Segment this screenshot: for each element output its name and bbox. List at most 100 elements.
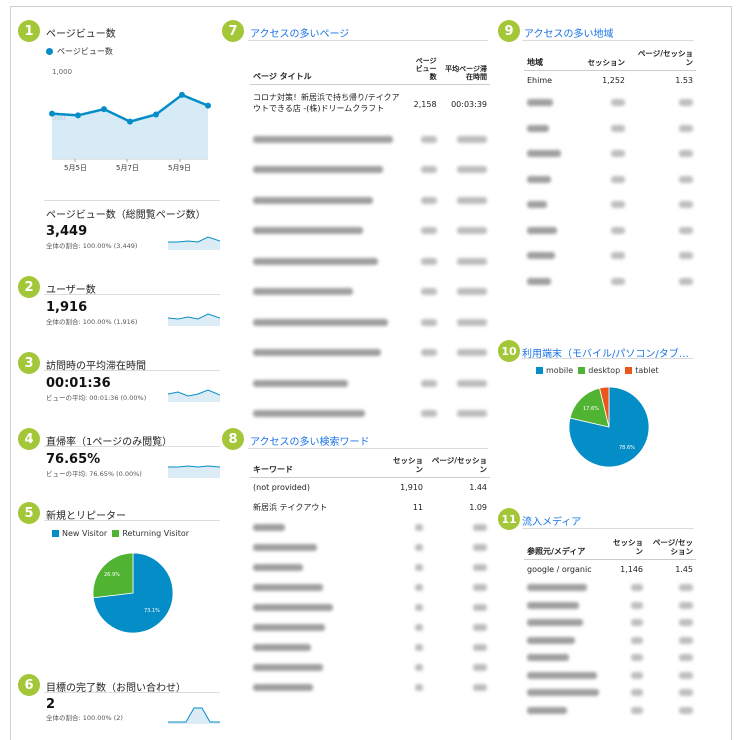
page-title-cell[interactable]: コロナ対策！新居浜で持ち帰り/テイクアウトできる店 -(株)ドリームクラフト xyxy=(253,93,400,114)
obscured-row xyxy=(250,338,490,369)
pageviews-legend: ページビュー数 xyxy=(46,46,113,57)
legend-new-label: New Visitor xyxy=(62,529,108,538)
top-pages-table: ページ タイトル ページビュー数 平均ページ滞在時間 コロナ対策！新居浜で持ち帰… xyxy=(250,48,490,429)
table-row[interactable]: コロナ対策！新居浜で持ち帰り/テイクアウトできる店 -(株)ドリームクラフト 2… xyxy=(250,84,490,124)
x-tick-1: 5月5日 xyxy=(64,164,87,172)
media-title[interactable]: 流入メディア xyxy=(522,517,582,528)
table-row[interactable]: google / organic 1,146 1.45 xyxy=(524,559,696,579)
x-tick-2: 5月7日 xyxy=(116,164,139,172)
obscured-row xyxy=(524,141,696,167)
data-point-1 xyxy=(75,112,81,119)
obscured-row xyxy=(524,649,696,667)
obscured-row xyxy=(250,155,490,186)
mobile-swatch-icon xyxy=(536,367,543,374)
pps-cell: 1.44 xyxy=(469,482,487,492)
users-value: 1,916 xyxy=(46,300,88,315)
avg-time-cell: 00:03:39 xyxy=(451,99,487,109)
search-words-table: キーワード セッション ページ/セッション (not provided) 1,9… xyxy=(250,455,490,697)
avg-time-sparkline xyxy=(168,389,220,402)
table-row[interactable]: Ehime 1,252 1.53 xyxy=(524,70,696,90)
legend-tablet-label: tablet xyxy=(635,366,659,375)
data-point-4 xyxy=(153,111,159,118)
devices-title[interactable]: 利用端末（モバイル/パソコン/タブ… xyxy=(522,349,689,360)
pageviews-line-chart: 1,000 500 5月5日 5月7日 5月9日 xyxy=(49,68,211,172)
col-pages-per-session: ページ/セッション xyxy=(628,46,696,71)
section-badge-7: 7 xyxy=(222,20,244,42)
returning-visitor-swatch-icon xyxy=(112,530,120,537)
col-pages-per-session: ページ/セッション xyxy=(426,455,490,478)
data-point-2 xyxy=(101,106,107,113)
search-words-title[interactable]: アクセスの多い検索ワード xyxy=(250,437,370,448)
col-avg-time: 平均ページ滞在時間 xyxy=(439,48,490,85)
obscured-row xyxy=(250,277,490,308)
pie-slice-1 xyxy=(92,552,134,599)
section-badge-6: 6 xyxy=(18,674,40,696)
desktop-swatch-icon xyxy=(578,367,586,374)
obscured-row xyxy=(250,399,490,430)
col-keyword: キーワード xyxy=(250,455,386,478)
section-badge-8: 8 xyxy=(222,428,244,450)
col-sessions: セッション xyxy=(386,455,426,478)
section-badge-5: 5 xyxy=(18,502,40,524)
obscured-row xyxy=(250,657,490,677)
obscured-row xyxy=(524,167,696,193)
obscured-row xyxy=(250,185,490,216)
goals-value: 2 xyxy=(46,697,56,712)
obscured-row xyxy=(524,614,696,632)
col-sessions: セッション xyxy=(608,535,646,560)
obscured-row xyxy=(250,597,490,617)
pageviews-cell: 2,158 xyxy=(413,99,437,109)
obscured-row xyxy=(250,124,490,155)
new-returning-title: 新規とリピーター xyxy=(46,511,126,522)
goals-sub: 全体の割合: 100.00% (2) xyxy=(46,714,123,722)
obscured-row xyxy=(524,684,696,702)
avg-time-value: 00:01:36 xyxy=(46,376,111,391)
pageviews-total-sub: 全体の割合: 100.00% (3,449) xyxy=(46,242,138,250)
pageviews-chart-title: ページビュー数 xyxy=(46,29,116,40)
avg-time-sub: ビューの平均: 00:01:36 (0.00%) xyxy=(46,394,147,402)
obscured-row xyxy=(524,243,696,269)
table-row[interactable]: (not provided) 1,910 1.44 xyxy=(250,477,490,497)
col-source-medium: 参照元/メディア xyxy=(524,535,608,560)
pie-slice-2 xyxy=(599,386,610,428)
obscured-row xyxy=(250,216,490,247)
pageviews-sparkline xyxy=(168,236,220,250)
section-badge-2: 2 xyxy=(18,276,40,298)
top-pages-title[interactable]: アクセスの多いページ xyxy=(250,29,350,40)
sessions-cell: 1,252 xyxy=(602,75,625,85)
section-badge-3: 3 xyxy=(18,352,40,374)
new-returning-pie: 73.1% 26.9% xyxy=(92,552,174,634)
sessions-cell: 1,146 xyxy=(620,564,643,574)
obscured-row xyxy=(250,517,490,537)
y-tick-1000: 1,000 xyxy=(52,68,72,76)
pageviews-area xyxy=(52,94,208,159)
obscured-row xyxy=(524,269,696,295)
users-sub: 全体の割合: 100.00% (1,916) xyxy=(46,318,138,326)
obscured-row xyxy=(250,537,490,557)
series-dot-icon xyxy=(46,48,53,55)
obscured-row xyxy=(524,116,696,142)
table-row[interactable]: 新居浜 テイクアウト 11 1.09 xyxy=(250,497,490,517)
users-title: ユーザー数 xyxy=(46,285,96,296)
bounce-value: 76.65% xyxy=(46,452,101,467)
new-visitor-swatch-icon xyxy=(52,530,59,537)
obscured-row xyxy=(524,632,696,650)
obscured-row xyxy=(524,192,696,218)
avg-time-title: 訪問時の平均滞在時間 xyxy=(46,361,146,372)
tablet-swatch-icon xyxy=(625,367,633,374)
obscured-row xyxy=(250,637,490,657)
bounce-sparkline xyxy=(168,465,220,478)
section-badge-9: 9 xyxy=(498,20,520,42)
regions-title[interactable]: アクセスの多い地域 xyxy=(524,29,614,40)
sessions-cell: 1,910 xyxy=(400,482,423,492)
obscured-row xyxy=(250,677,490,697)
pie-label-new: 73.1% xyxy=(144,608,160,614)
obscured-row xyxy=(524,218,696,244)
pie-slice-1 xyxy=(569,387,610,428)
section-badge-4: 4 xyxy=(18,428,40,450)
legend-mobile-label: mobile xyxy=(546,366,574,375)
data-point-6 xyxy=(205,102,211,109)
col-region: 地域 xyxy=(524,46,584,71)
keyword-cell: 新居浜 テイクアウト xyxy=(253,502,328,512)
pie-label-desktop: 17.6% xyxy=(583,406,599,412)
